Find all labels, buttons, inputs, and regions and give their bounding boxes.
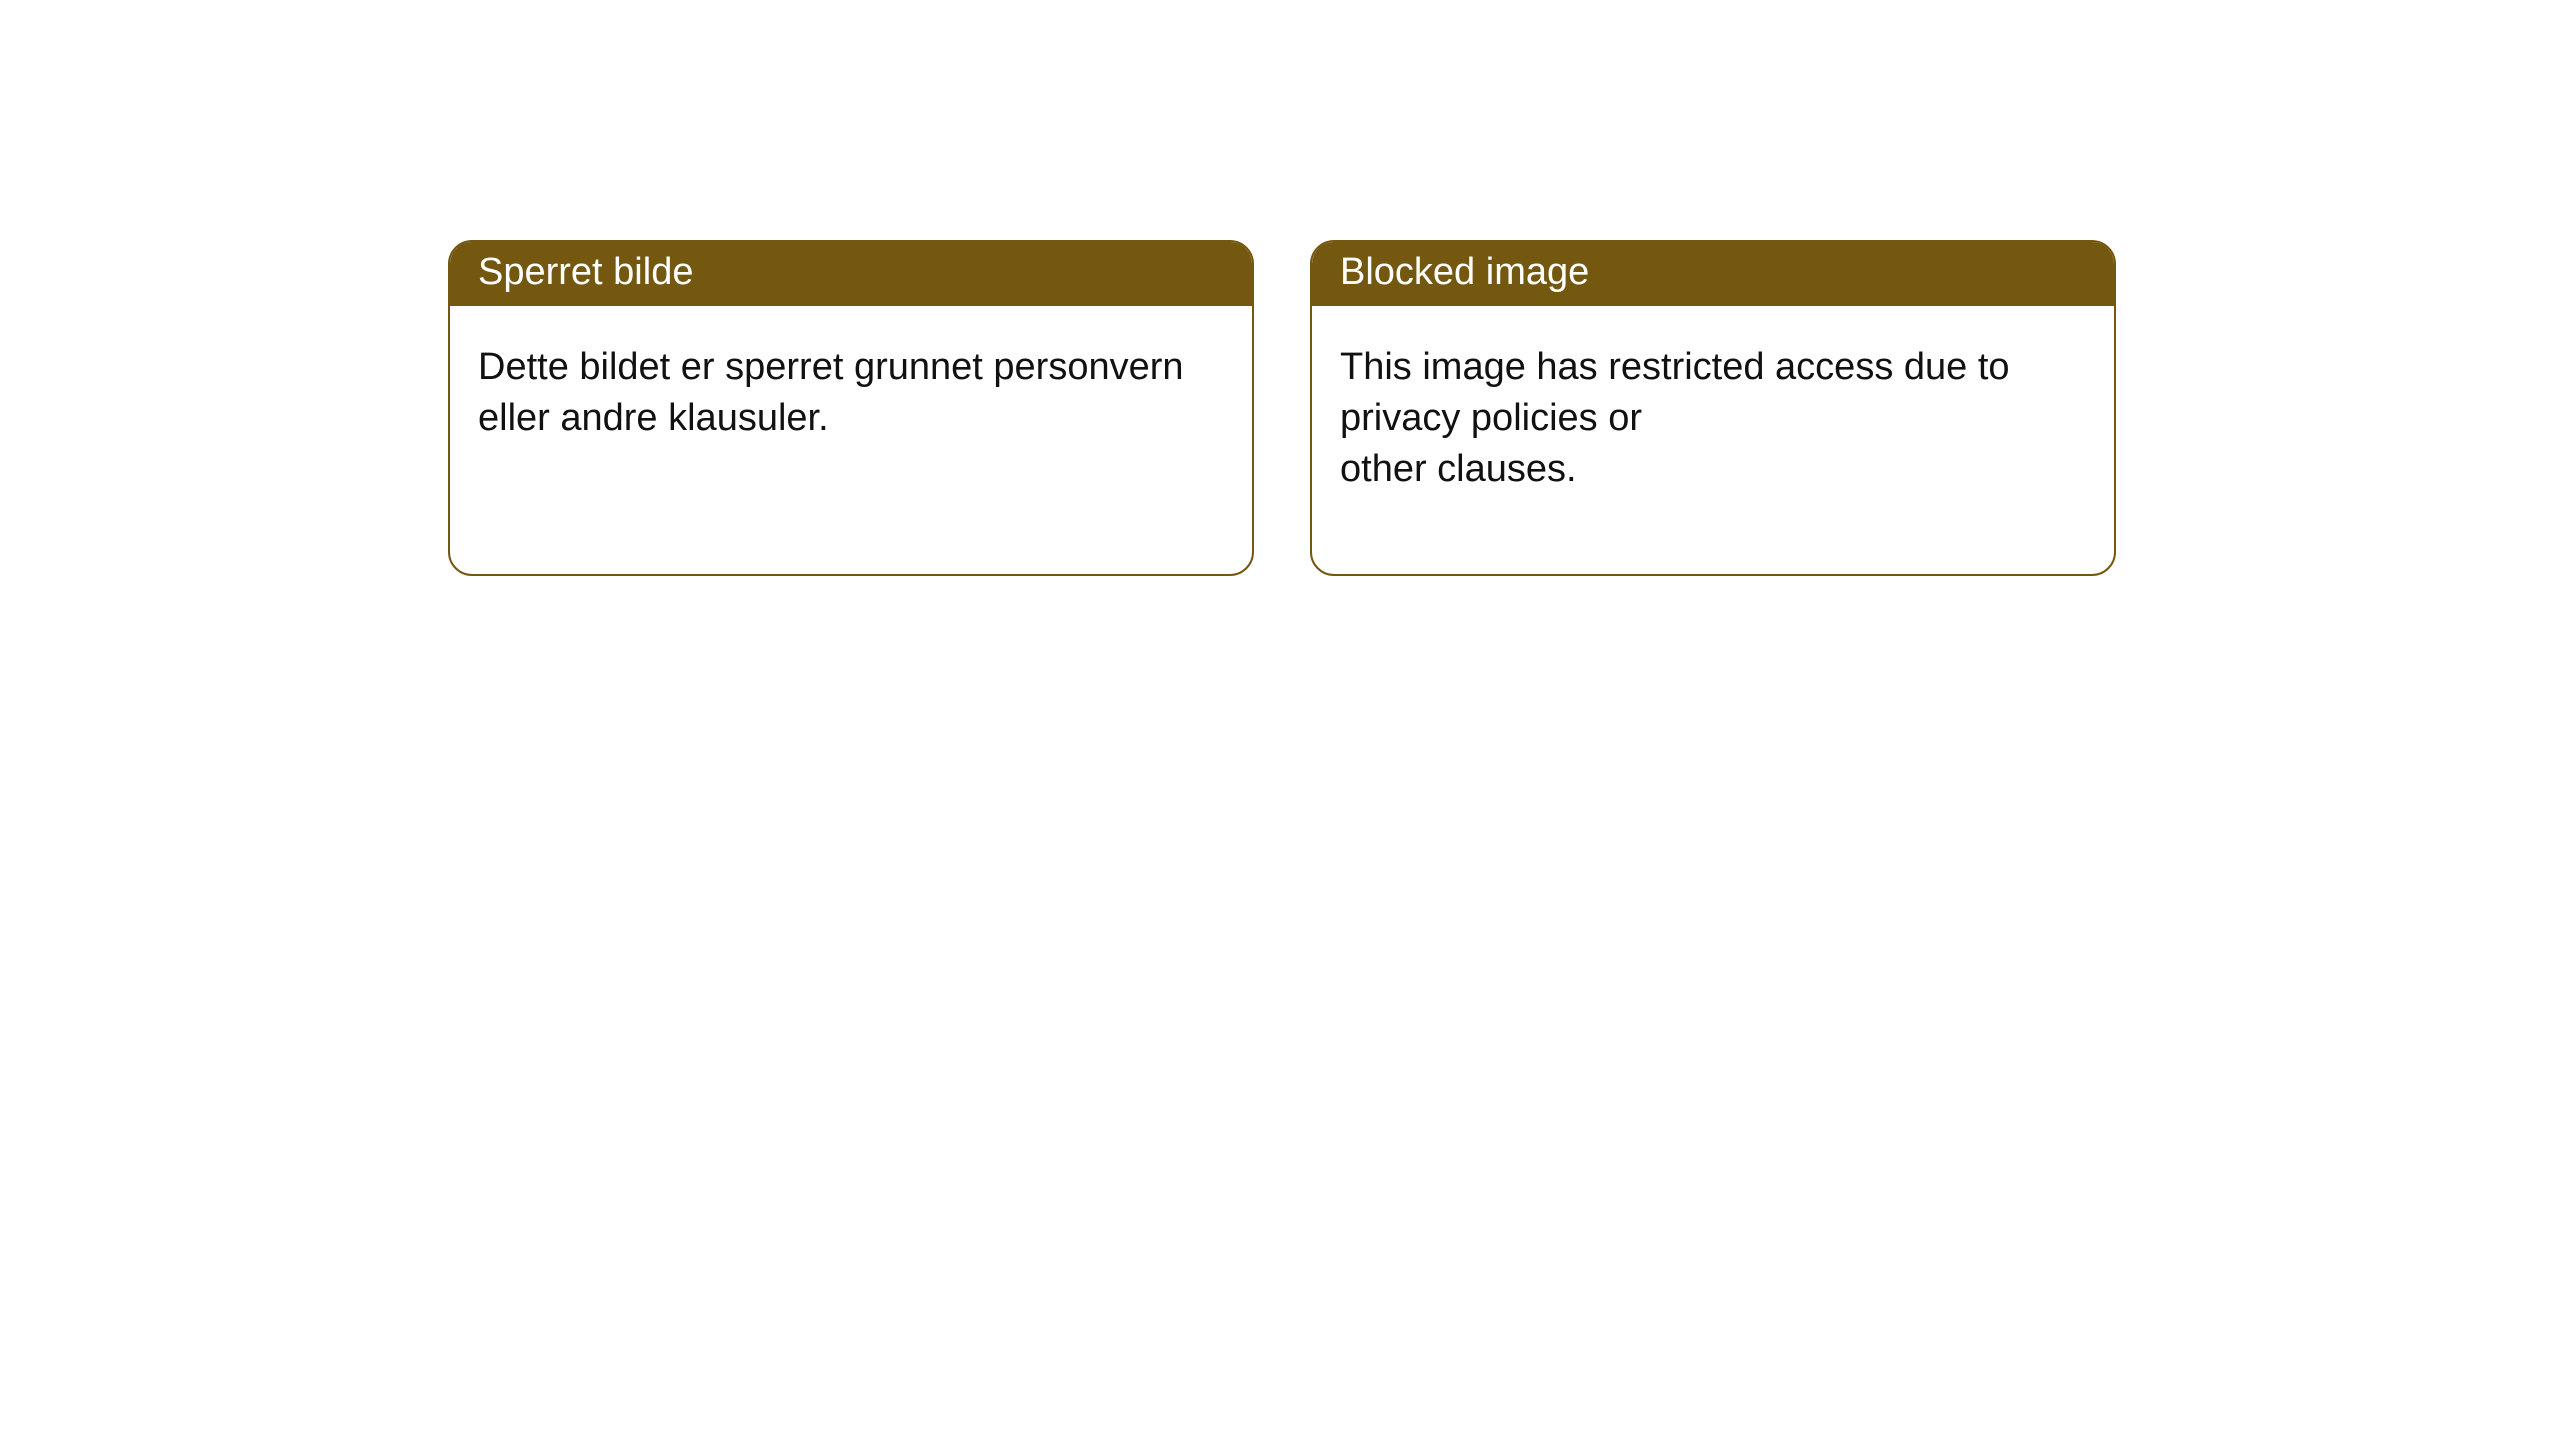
notice-card-no: Sperret bilde Dette bildet er sperret gr… xyxy=(448,240,1254,576)
notice-card-en-title: Blocked image xyxy=(1312,242,2114,306)
notice-card-no-body: Dette bildet er sperret grunnet personve… xyxy=(450,306,1252,473)
notice-container: Sperret bilde Dette bildet er sperret gr… xyxy=(0,0,2560,576)
notice-card-en-body: This image has restricted access due to … xyxy=(1312,306,2114,524)
notice-card-no-title: Sperret bilde xyxy=(450,242,1252,306)
notice-card-en: Blocked image This image has restricted … xyxy=(1310,240,2116,576)
